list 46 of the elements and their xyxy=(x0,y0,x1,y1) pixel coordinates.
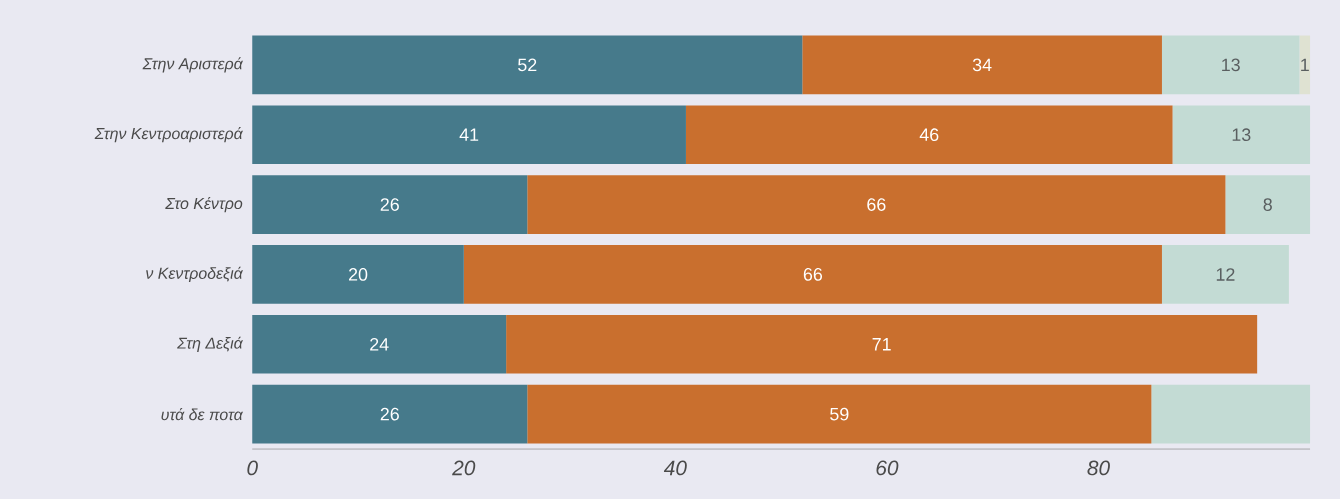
bar xyxy=(685,105,1173,165)
bar xyxy=(506,314,1258,374)
bar xyxy=(252,314,507,374)
y-tick-label: Στην Κεντροαριστερά xyxy=(94,127,244,143)
bar xyxy=(1299,35,1311,95)
x-tick-label: 40 xyxy=(663,460,687,476)
y-tick-label: Στη Δεξιά xyxy=(177,336,244,352)
y-tick-label: ν Κεντροδεξιά xyxy=(146,266,244,283)
data-label: 20 xyxy=(348,268,368,281)
bar xyxy=(252,245,464,304)
bar xyxy=(1151,384,1311,444)
data-label: 12 xyxy=(1216,268,1235,281)
data-label: 66 xyxy=(867,198,886,211)
bar xyxy=(1172,105,1311,165)
y-tick-label: Στην Αριστερά xyxy=(142,57,244,73)
bar xyxy=(252,175,528,234)
bar xyxy=(802,35,1162,95)
data-label: 8 xyxy=(1263,198,1272,211)
data-label: 66 xyxy=(803,268,823,281)
data-label: 24 xyxy=(370,338,389,351)
x-tick-label: 80 xyxy=(1087,460,1110,476)
data-label: 13 xyxy=(1232,128,1251,142)
bar xyxy=(1225,175,1311,234)
x-tick-label: 20 xyxy=(452,460,476,476)
data-label: 71 xyxy=(872,338,891,351)
x-tick-label: 0 xyxy=(247,460,258,476)
data-label: 46 xyxy=(919,128,939,142)
data-label: 59 xyxy=(830,407,849,421)
y-tick-label: υτά δε ποτα xyxy=(161,408,244,421)
bar xyxy=(527,384,1152,444)
bar xyxy=(463,245,1162,304)
x-tick-label: 60 xyxy=(876,460,899,476)
bar xyxy=(252,384,528,444)
bar xyxy=(252,35,803,95)
bar xyxy=(1161,35,1300,95)
data-label: 26 xyxy=(380,407,399,421)
data-label: 1 xyxy=(1301,58,1309,72)
data-label: 13 xyxy=(1222,58,1240,72)
data-label: 26 xyxy=(380,198,399,211)
bar xyxy=(252,105,686,165)
data-label: 41 xyxy=(459,128,479,141)
bar xyxy=(1161,245,1289,304)
data-label: 34 xyxy=(972,58,992,72)
bar xyxy=(527,175,1226,234)
data-label: 52 xyxy=(518,58,537,72)
y-tick-label: Στο Κέντρο xyxy=(165,196,243,213)
